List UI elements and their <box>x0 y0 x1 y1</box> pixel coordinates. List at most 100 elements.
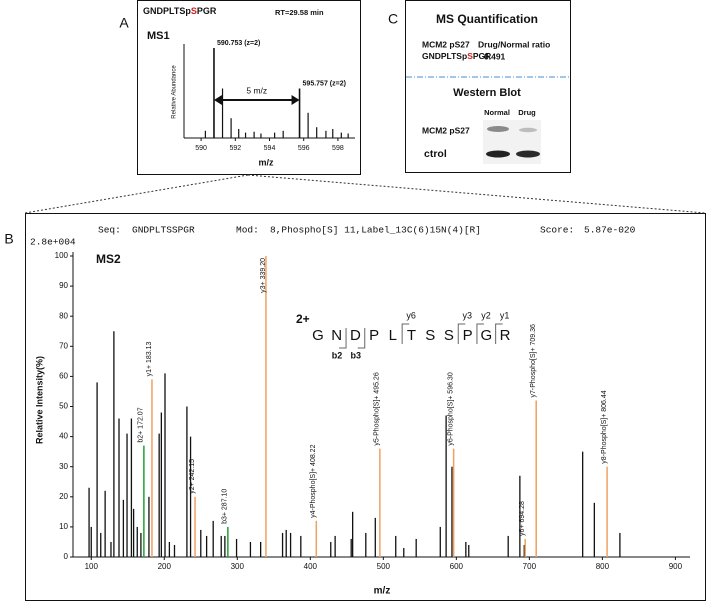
ion-label: y1+ 183.13 <box>146 341 153 376</box>
ratio-label: Drug/Normal ratio <box>478 39 550 49</box>
peptide: GNDPLTSpSPGR <box>143 6 217 16</box>
y-tick-label: 10 <box>59 522 68 531</box>
panel-a-frame <box>137 0 361 175</box>
residue: T <box>407 327 416 344</box>
residue: S <box>425 327 435 344</box>
lane-label: Drug <box>518 108 536 117</box>
header-key: Seq: <box>98 225 121 236</box>
peptide-part: PGR <box>197 6 217 16</box>
zoom-line <box>247 174 706 214</box>
panel-c-frame <box>405 0 571 173</box>
x-tick-label: 598 <box>332 145 344 152</box>
b-ion-label: b3 <box>350 350 361 360</box>
retention-time: RT=29.58 min <box>275 8 324 17</box>
x-tick-label: 400 <box>304 562 318 571</box>
panel-b-frame <box>25 213 706 601</box>
y-tick-label: 30 <box>59 462 68 471</box>
ion-label: y8-Phospho[S]+ 806.44 <box>601 390 608 463</box>
ion-label: y6-Phospho[S]+ 596.30 <box>447 372 454 445</box>
peptide-part: S <box>467 51 473 61</box>
ion-label: y5-Phospho[S]+ 495.26 <box>374 372 381 445</box>
zoom-line <box>24 174 249 214</box>
x-tick-label: 600 <box>450 562 464 571</box>
peptide-part: S <box>191 6 197 16</box>
protein: MCM2 pS27 <box>422 39 470 49</box>
header-key: Score: <box>540 225 574 236</box>
y-tick-label: 60 <box>59 372 68 381</box>
residue: G <box>312 327 324 344</box>
ion-label: y2+ 242.15 <box>189 459 196 494</box>
peptide: GNDPLTSpSPGR <box>422 51 491 61</box>
peak-label: 595.757 (z=2) <box>303 80 346 87</box>
scale-label: 2.8e+004 <box>30 237 76 248</box>
b-bracket <box>339 328 347 349</box>
ion-label: y7-Phospho[S]+ 709.36 <box>530 324 537 397</box>
y-bracket <box>401 323 410 344</box>
header-value: 5.87e-020 <box>584 225 636 236</box>
band <box>519 127 537 133</box>
ratio-value: 0.491 <box>484 51 506 61</box>
y-bracket <box>476 323 484 344</box>
y-ion-label: y3 <box>462 310 472 320</box>
y-axis-label: Relative Abundance <box>172 65 178 119</box>
panel-label: C <box>388 11 398 27</box>
y-tick-label: 70 <box>59 341 68 350</box>
peptide-part: GNDPLTSp <box>422 51 467 61</box>
chart-title: MS2 <box>96 252 121 266</box>
header-value: 8,Phospho[S] 11,Label_13C(6)15N(4)[R] <box>270 225 481 236</box>
band <box>516 150 540 158</box>
panel-label: B <box>4 231 13 247</box>
y-bracket <box>495 323 503 344</box>
x-tick-label: 200 <box>158 562 172 571</box>
y-axis-label: Relative Intensity(%) <box>34 356 44 444</box>
residue: P <box>369 327 379 344</box>
residue: D <box>350 327 361 344</box>
ion-label: y3+ 339.20 <box>260 258 267 293</box>
y-tick-label: 50 <box>59 402 68 411</box>
x-axis-label: m/z <box>374 586 391 597</box>
residue: P <box>463 327 473 344</box>
row-label: MCM2 pS27 <box>422 125 470 135</box>
x-tick-label: 800 <box>596 562 610 571</box>
chart-title: MS1 <box>147 30 170 42</box>
row-label: ctrol <box>424 148 447 160</box>
y-bracket <box>457 323 466 344</box>
lane-label: Normal <box>484 108 510 117</box>
arrow-label: 5 m/z <box>246 85 267 95</box>
x-tick-label: 590 <box>195 145 207 152</box>
x-tick-label: 700 <box>523 562 537 571</box>
peptide-part: GNDPLTSp <box>143 6 191 16</box>
y-ion-label: y1 <box>500 310 510 320</box>
residue: S <box>444 327 454 344</box>
y-tick-label: 80 <box>59 311 68 320</box>
header-key: Mod: <box>236 225 259 236</box>
y-tick-label: 40 <box>59 432 68 441</box>
residue: R <box>500 327 511 344</box>
header-value: GNDPLTSSPGR <box>132 225 195 236</box>
x-tick-label: 594 <box>264 145 276 152</box>
ion-label: y4-Phospho[S]+ 408.22 <box>310 444 317 517</box>
x-tick-label: 500 <box>377 562 391 571</box>
y-tick-label: 90 <box>59 281 68 290</box>
ion-label: b3+ 287.10 <box>222 489 229 524</box>
y-ion-label: y2 <box>481 310 491 320</box>
x-tick-label: 900 <box>669 562 683 571</box>
residue: N <box>331 327 342 344</box>
quant-title: MS Quantification <box>436 12 538 26</box>
y-ion-label: y6 <box>406 310 416 320</box>
ion-label: b2+ 172.07 <box>138 407 145 442</box>
b-ion-label: b2 <box>332 350 343 360</box>
ion-label: y6+ 694.28 <box>519 501 526 536</box>
band <box>487 126 509 132</box>
x-tick-label: 596 <box>298 145 310 152</box>
charge: 2+ <box>296 312 310 326</box>
band <box>486 150 510 158</box>
peptide-part: PGR <box>473 51 491 61</box>
x-axis-label: m/z <box>258 157 274 167</box>
panel-label: A <box>119 15 129 31</box>
residue: L <box>389 327 397 344</box>
y-tick-label: 0 <box>64 552 69 561</box>
b-bracket <box>357 328 366 349</box>
residue: G <box>480 327 492 344</box>
